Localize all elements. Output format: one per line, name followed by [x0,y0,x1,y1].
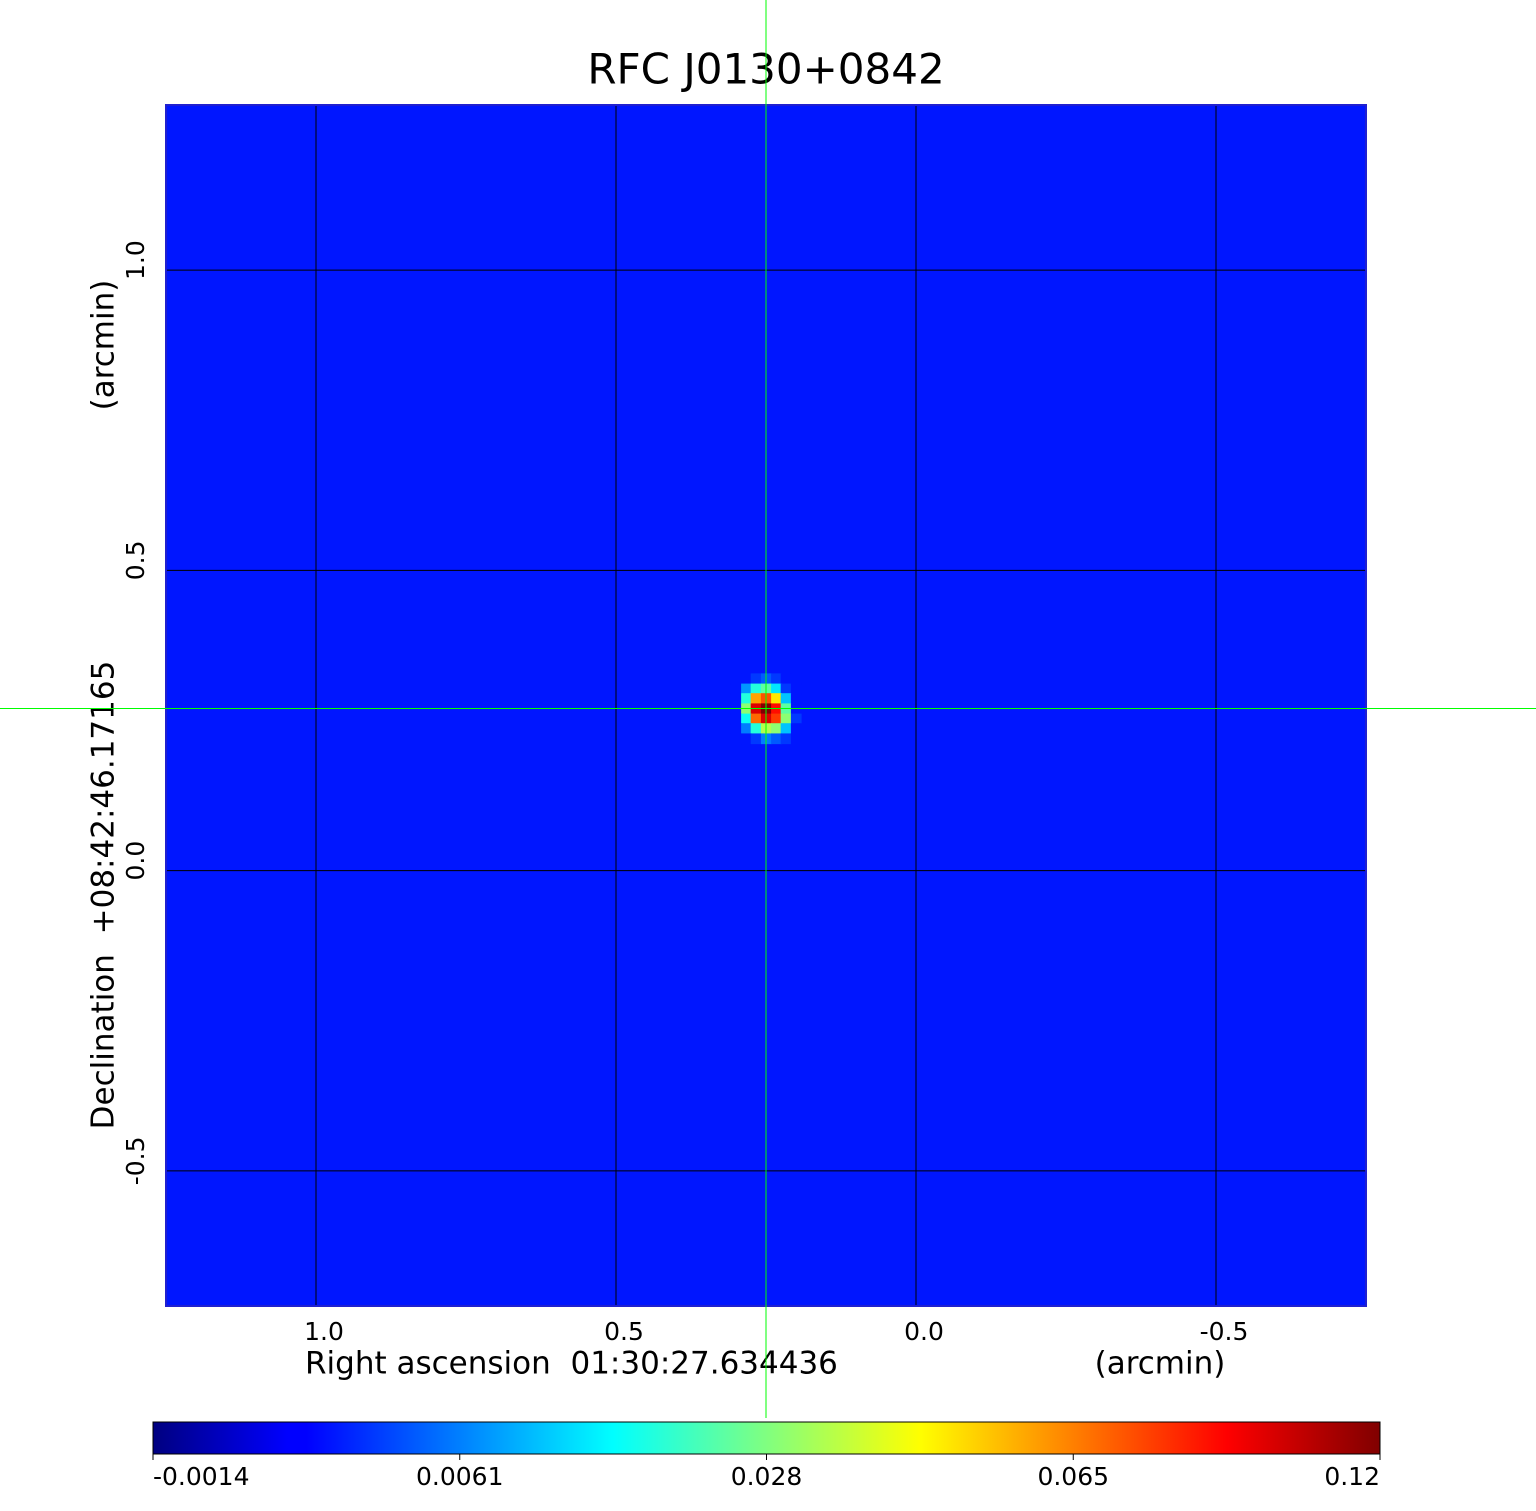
image-pixel [750,673,762,685]
image-pixel [741,723,752,734]
colorbar-tick-label: 0.065 [1037,1462,1109,1491]
x-tick-label: 1.0 [304,1317,344,1346]
image-pixel [780,693,792,704]
y-axis-unit: (arcmin) [86,280,122,411]
image-pixel [730,673,742,685]
y-axis-label: Declination +08:42:46.17165 [86,661,122,1130]
colorbar-tick-label: -0.0014 [153,1462,250,1491]
image-pixel [780,713,792,725]
image-pixel [780,733,792,745]
image-pixel [730,713,742,725]
image-pixel [771,723,782,734]
x-axis-unit: (arcmin) [1095,1346,1226,1382]
image-pixel [790,723,802,734]
image-pixel [780,683,792,695]
image-pixel [730,733,742,745]
image-pixel [790,693,802,704]
image-pixel [741,683,752,695]
image-pixel [790,673,802,685]
image-pixel [790,733,802,745]
image-pixel [730,693,742,704]
image-pixel [771,673,782,685]
image-pixel [730,723,742,734]
image-pixel [741,733,752,745]
image-pixel [750,713,762,725]
image-pixel [780,723,792,734]
image-pixel [750,733,762,745]
y-tick-label: 1.0 [121,240,150,280]
y-tick-label: -0.5 [121,1136,150,1185]
y-tick-label: 0.0 [121,841,150,881]
image-pixel [741,673,752,685]
y-tick-label: 0.5 [121,541,150,581]
image-pixel [780,673,792,685]
x-tick-label: 0.0 [904,1317,944,1346]
colorbar-tick-label: 0.0061 [416,1462,503,1491]
image-pixel [730,683,742,695]
image-pixel [741,693,752,704]
image-pixel [790,683,802,695]
colorbar [152,1421,1381,1455]
x-tick-label: 0.5 [604,1317,644,1346]
image-pixel [741,713,752,725]
image-pixel [771,713,782,725]
image-pixel [750,683,762,695]
x-axis-label: Right ascension 01:30:27.634436 [305,1346,838,1382]
image-pixel [790,713,802,725]
colorbar-tick-label: 0.028 [731,1462,803,1491]
image-pixel [771,733,782,745]
image-pixel [771,693,782,704]
x-tick-label: -0.5 [1200,1317,1249,1346]
colorbar-tick-label: 0.12 [1324,1462,1380,1491]
image-pixel [750,693,762,704]
image-pixel [750,723,762,734]
image-pixel [771,683,782,695]
